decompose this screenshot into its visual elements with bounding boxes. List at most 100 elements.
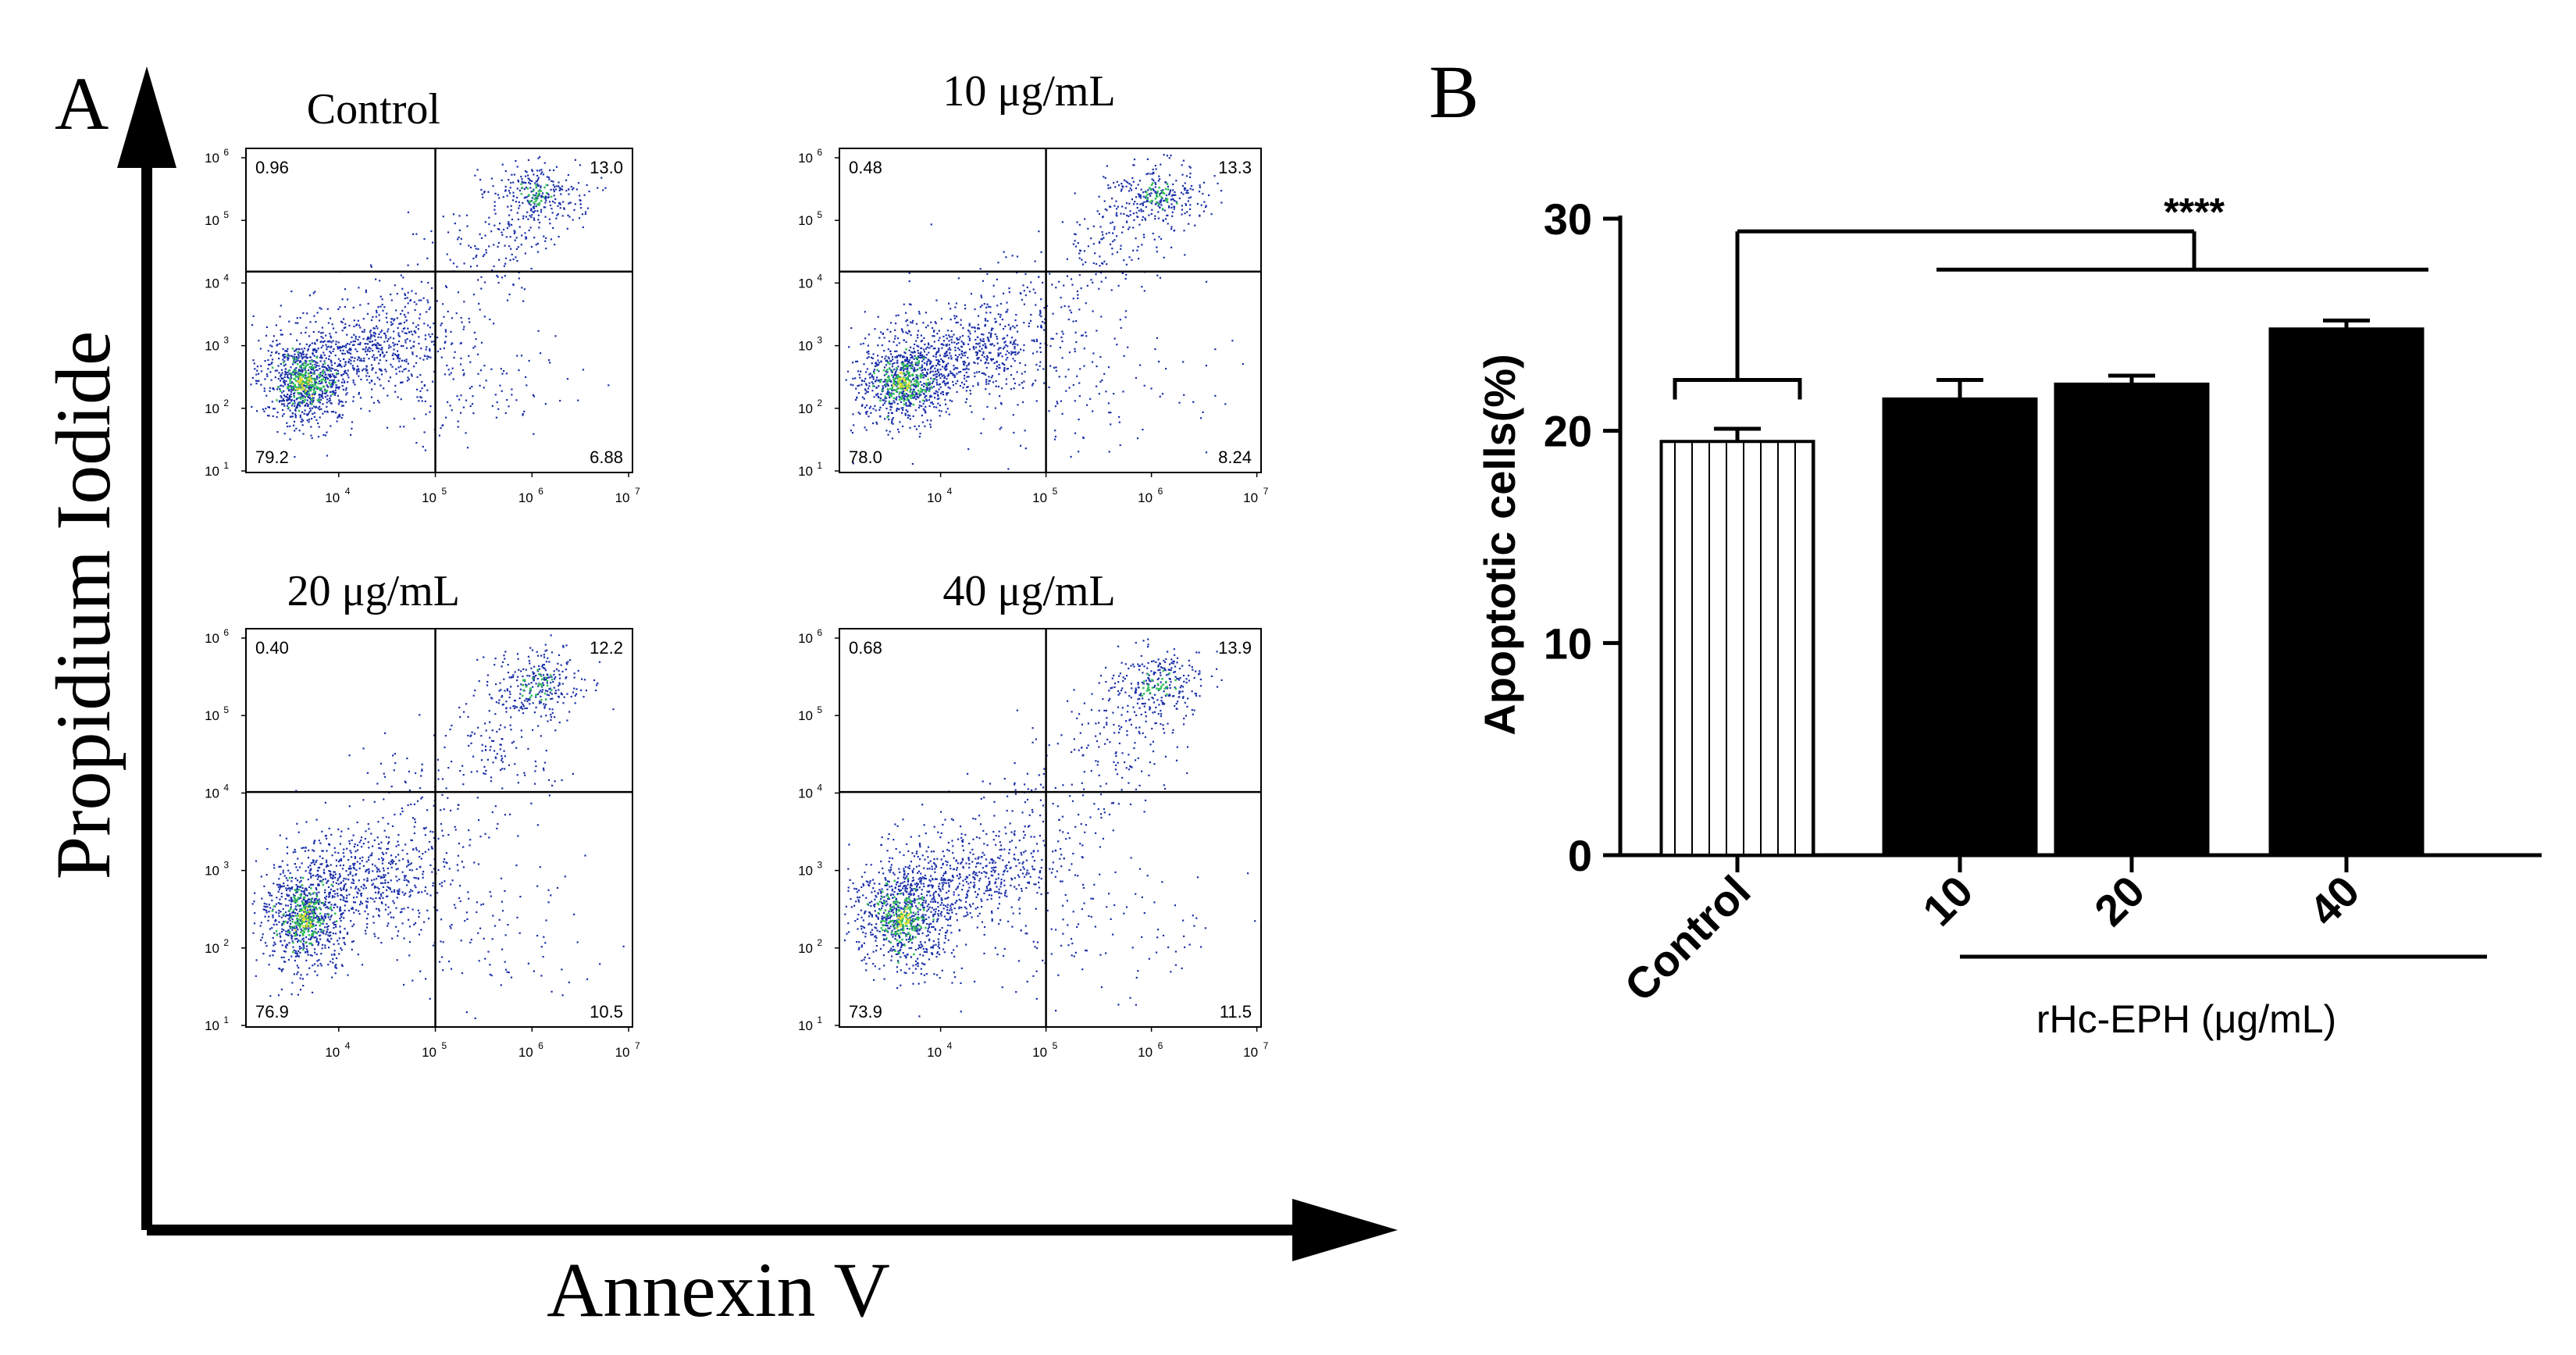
flow-x-tick-label: 10 [325, 1045, 340, 1060]
flow-x-tick-label: 10 [927, 1045, 942, 1060]
flow-y-tick-exp: 5 [817, 209, 822, 220]
flow-x-tick-label: 10 [1138, 1045, 1153, 1060]
flow-y-tick-label: 10 [798, 631, 813, 646]
bar [2268, 327, 2425, 857]
flow-plot: 20 μg/mL0.40 12.276.9 10.510 110 210 310 410 51… [205, 567, 640, 1060]
bar-category-label: Control [1615, 866, 1759, 1011]
flow-y-tick-label: 10 [798, 941, 813, 956]
flow-y-tick-exp: 4 [817, 272, 822, 283]
flow-y-tick-label: 10 [798, 151, 813, 166]
significance-stars: **** [2164, 190, 2225, 234]
bar-x-axis-label: rHc-EPH (μg/mL) [2036, 997, 2336, 1041]
flow-dots [251, 634, 625, 1019]
flow-dots [845, 154, 1244, 470]
flow-y-tick-exp: 3 [817, 860, 822, 871]
flow-y-tick-label: 10 [205, 151, 219, 166]
flow-x-tick-exp: 7 [1263, 1040, 1269, 1051]
flow-plot-frame [839, 148, 1262, 473]
quadrant-ul-value: 0.40 [255, 638, 289, 658]
flow-x-tick-exp: 7 [635, 486, 640, 497]
flow-y-tick-exp: 5 [223, 209, 229, 220]
quadrant-ll-value: 73.9 [849, 1002, 882, 1022]
flow-x-tick-label: 10 [1032, 1045, 1047, 1060]
quadrant-ll-value: 79.2 [255, 448, 289, 467]
flow-x-tick-exp: 7 [1263, 486, 1269, 497]
flow-y-tick-label: 10 [798, 401, 813, 416]
flow-y-tick-label: 10 [205, 631, 219, 646]
flow-y-tick-label: 10 [798, 1018, 813, 1033]
flow-plot-frame [245, 148, 633, 473]
flow-y-tick-label: 10 [205, 213, 219, 228]
flow-y-tick-exp: 5 [223, 704, 229, 715]
flow-y-tick-exp: 6 [223, 627, 229, 638]
flow-y-tick-label: 10 [205, 276, 219, 291]
flow-plot: 40 μg/mL0.68 13.973.9 11.510 110 210 310 410 51… [798, 567, 1269, 1060]
quadrant-lr-value: 6.88 [590, 448, 623, 467]
x-axis-arrowhead [1292, 1199, 1398, 1261]
bar-category-label: 40 [2300, 866, 2369, 936]
flow-y-tick-label: 10 [205, 401, 219, 416]
flow-y-tick-label: 10 [205, 708, 219, 723]
flow-x-tick-label: 10 [1243, 1045, 1258, 1060]
bar-chart: 0 10 20 30 Control 10 20 40 [1544, 194, 2542, 1011]
flow-y-tick-exp: 1 [223, 1014, 229, 1025]
quadrant-ul-value: 0.48 [849, 158, 882, 177]
quadrant-ur-value: 13.0 [590, 158, 623, 177]
flow-x-tick-label: 10 [1032, 490, 1047, 505]
flow-y-tick-exp: 3 [223, 335, 229, 346]
flow-x-tick-exp: 5 [1053, 1040, 1058, 1051]
flow-plot-frame [839, 628, 1262, 1028]
flow-dots [250, 155, 610, 458]
flow-plot: Control 0.96 13.0 79.2 6.88 10 1 10 2 10 3 10 4 10 5 10… [205, 85, 640, 505]
flow-x-tick-exp: 7 [635, 1040, 640, 1051]
flow-y-tick-exp: 2 [817, 937, 822, 948]
flow-y-tick-exp: 1 [223, 460, 229, 471]
flow-x-tick-exp: 5 [1053, 486, 1058, 497]
quadrant-ur-value: 12.2 [590, 638, 623, 658]
flow-y-tick-label: 10 [798, 786, 813, 801]
flow-y-tick-label: 10 [798, 708, 813, 723]
quadrant-ur-value: 13.9 [1218, 638, 1252, 658]
flow-y-tick-exp: 4 [223, 272, 229, 283]
panel-a-letter: A [55, 62, 109, 145]
bar-y-tick-label: 30 [1544, 194, 1592, 244]
flow-y-tick-label: 10 [205, 1018, 219, 1033]
x-axis-label: Annexin V [547, 1246, 890, 1333]
flow-x-tick-exp: 5 [442, 486, 447, 497]
quadrant-ur-value: 13.3 [1218, 158, 1252, 177]
flow-x-tick-label: 10 [1243, 490, 1258, 505]
flow-y-tick-exp: 5 [817, 704, 822, 715]
flow-x-tick-label: 10 [325, 490, 340, 505]
flow-x-tick-exp: 4 [345, 486, 351, 497]
quadrant-ul-value: 0.96 [255, 158, 289, 177]
flow-y-tick-exp: 4 [817, 782, 822, 793]
control-bracket [1673, 377, 1802, 400]
flow-x-tick-label: 10 [422, 1045, 436, 1060]
flow-plot-title: 20 μg/mL [287, 567, 460, 615]
flow-x-tick-label: 10 [615, 490, 630, 505]
flow-y-tick-label: 10 [798, 339, 813, 354]
quadrant-lr-value: 8.24 [1218, 448, 1252, 467]
quadrant-ll-value: 78.0 [849, 448, 882, 467]
panel-b: B 0 10 20 30 Control 10 20 40 Apoptotic cells(%… [1429, 50, 2542, 1041]
flow-y-tick-label: 10 [205, 941, 219, 956]
flow-y-tick-exp: 1 [817, 1014, 822, 1025]
flow-y-tick-exp: 2 [817, 398, 822, 408]
bar-category-label: 10 [1913, 866, 1983, 936]
flow-x-tick-label: 10 [927, 490, 942, 505]
bar-category-label: 20 [2085, 866, 2154, 936]
bar-y-tick-label: 0 [1568, 831, 1592, 880]
flow-plot-title: 10 μg/mL [942, 67, 1115, 116]
bar [1882, 397, 2038, 857]
flow-y-tick-label: 10 [798, 276, 813, 291]
flow-x-tick-exp: 4 [947, 486, 953, 497]
flow-x-tick-exp: 5 [442, 1040, 447, 1051]
flow-y-tick-exp: 1 [817, 460, 822, 471]
flow-y-tick-exp: 2 [223, 937, 229, 948]
quadrant-lr-value: 10.5 [590, 1002, 623, 1022]
bar [2054, 382, 2210, 857]
flow-y-tick-exp: 3 [223, 860, 229, 871]
flow-y-tick-exp: 6 [223, 147, 229, 158]
panel-a: A Propidium Iodide Annexin V Control 0.96… [40, 62, 1398, 1333]
